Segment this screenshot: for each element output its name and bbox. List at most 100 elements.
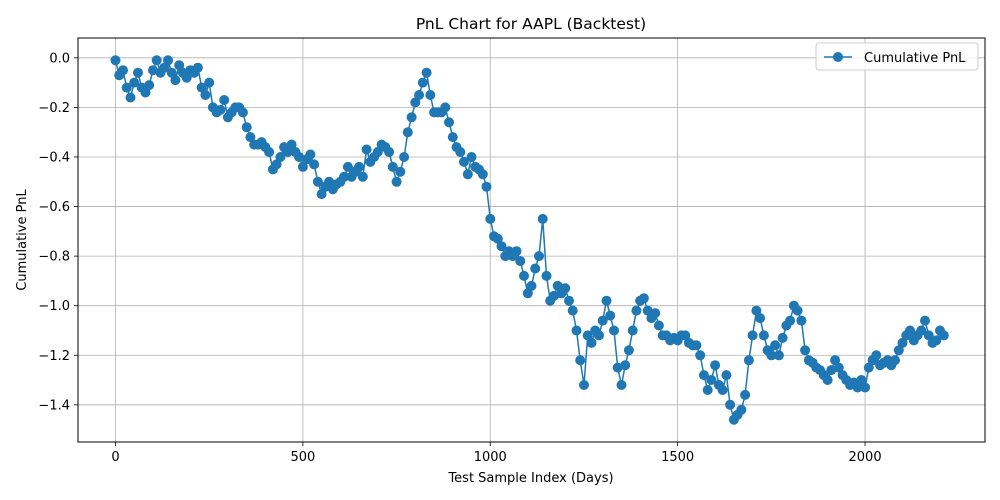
data-point bbox=[856, 375, 867, 385]
data-point bbox=[215, 104, 226, 115]
data-point bbox=[871, 350, 882, 361]
data-point bbox=[833, 362, 844, 373]
y-tick-label: −0.2 bbox=[38, 101, 70, 116]
data-point bbox=[264, 147, 275, 157]
y-axis-ticks: 0.0 −0.2 −0.4 −0.6 −0.8 −1.0 −1.2 −1.4 bbox=[38, 51, 78, 413]
grid bbox=[78, 38, 985, 442]
data-point bbox=[758, 330, 769, 341]
data-point bbox=[237, 107, 248, 118]
data-point bbox=[144, 80, 155, 91]
data-point bbox=[309, 159, 320, 170]
x-tick-label: 1500 bbox=[661, 450, 694, 465]
data-point bbox=[324, 176, 335, 187]
y-tick-label: −0.4 bbox=[38, 150, 70, 165]
data-point bbox=[605, 310, 616, 321]
data-point bbox=[800, 345, 811, 356]
data-point bbox=[863, 362, 874, 373]
data-point bbox=[440, 102, 451, 113]
data-point bbox=[286, 139, 297, 150]
data-point bbox=[455, 147, 466, 157]
data-point bbox=[653, 320, 664, 331]
data-point bbox=[372, 147, 383, 157]
data-point bbox=[133, 67, 143, 78]
data-point bbox=[511, 246, 522, 257]
y-axis-label: Cumulative PnL bbox=[15, 189, 30, 291]
data-point bbox=[200, 90, 211, 100]
data-point bbox=[526, 280, 537, 291]
data-point bbox=[755, 313, 766, 324]
data-point bbox=[571, 325, 582, 336]
data-point bbox=[575, 355, 586, 366]
y-tick-label: −1.2 bbox=[38, 349, 70, 364]
data-point bbox=[219, 95, 230, 105]
data-point bbox=[271, 159, 282, 170]
data-point bbox=[129, 77, 140, 88]
data-point bbox=[406, 112, 417, 123]
data-point bbox=[766, 350, 777, 361]
data-point bbox=[597, 315, 608, 326]
data-point bbox=[170, 75, 181, 86]
data-point bbox=[245, 132, 256, 143]
data-point bbox=[897, 337, 908, 348]
data-point bbox=[410, 97, 421, 108]
data-point bbox=[181, 72, 192, 83]
data-point bbox=[297, 161, 308, 172]
data-point bbox=[710, 360, 721, 371]
data-point bbox=[616, 380, 627, 390]
data-point bbox=[620, 360, 631, 371]
x-tick-label: 2000 bbox=[849, 450, 882, 465]
data-point bbox=[552, 280, 563, 291]
data-point bbox=[357, 171, 368, 182]
legend-marker-swatch bbox=[833, 52, 843, 62]
data-point bbox=[163, 55, 173, 66]
y-tick-label: −0.6 bbox=[38, 200, 70, 215]
data-point bbox=[519, 270, 529, 281]
data-point bbox=[166, 67, 177, 78]
data-point bbox=[740, 389, 751, 400]
data-point bbox=[391, 176, 402, 187]
data-point bbox=[159, 62, 170, 73]
data-point bbox=[462, 169, 473, 180]
data-point bbox=[387, 161, 398, 172]
data-point bbox=[822, 375, 833, 385]
data-point bbox=[938, 330, 949, 341]
y-tick-label: −1.0 bbox=[38, 299, 70, 314]
data-point bbox=[650, 308, 661, 319]
data-point bbox=[627, 325, 638, 336]
data-point bbox=[680, 330, 691, 341]
data-point bbox=[691, 340, 702, 351]
data-point bbox=[860, 382, 871, 393]
data-point bbox=[830, 355, 841, 366]
data-point bbox=[582, 330, 593, 341]
data-point bbox=[537, 213, 548, 224]
data-point bbox=[743, 355, 754, 366]
data-point bbox=[459, 156, 469, 167]
data-point bbox=[121, 82, 132, 93]
plot-frame bbox=[77, 37, 986, 443]
series-cumulative-pnl bbox=[110, 55, 949, 425]
data-point bbox=[567, 305, 578, 316]
data-point bbox=[361, 144, 372, 155]
y-tick-label: 0.0 bbox=[49, 51, 70, 66]
data-point bbox=[785, 315, 796, 326]
data-point bbox=[770, 340, 781, 351]
data-point bbox=[174, 60, 185, 71]
data-point bbox=[425, 90, 436, 100]
data-point bbox=[609, 325, 619, 336]
data-point bbox=[466, 152, 477, 162]
data-point bbox=[204, 77, 215, 88]
data-point bbox=[747, 330, 758, 341]
data-point bbox=[395, 166, 406, 177]
data-point bbox=[905, 325, 915, 336]
data-point bbox=[725, 399, 736, 410]
data-point bbox=[402, 127, 413, 138]
data-point bbox=[702, 385, 713, 395]
data-point bbox=[534, 251, 544, 262]
data-point bbox=[481, 181, 492, 192]
data-point bbox=[623, 345, 634, 356]
data-point bbox=[282, 147, 293, 157]
data-point bbox=[196, 82, 207, 93]
data-point bbox=[312, 176, 323, 187]
data-point bbox=[192, 62, 203, 73]
y-tick-label: −0.8 bbox=[38, 250, 70, 265]
